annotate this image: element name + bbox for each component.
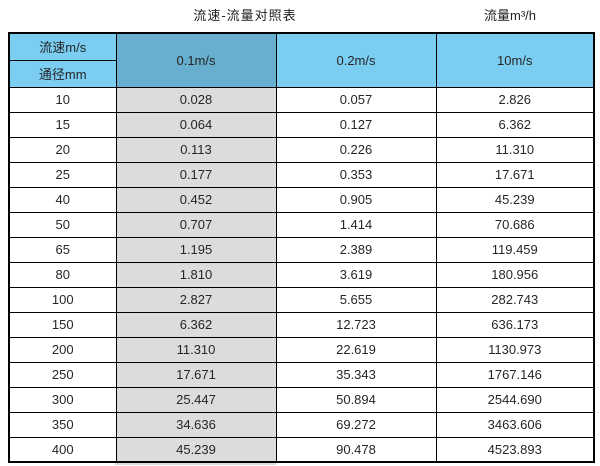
cell-flow-0-1ms: 25.447 [115,386,277,413]
cell-flow-10ms: 180.956 [435,261,595,288]
page-title: 流速-流量对照表 [193,8,297,23]
cell-diameter: 10 [8,86,117,113]
table-row: 25 0.177 0.353 17.671 [8,161,595,188]
cell-flow-0-1ms: 0.452 [115,186,277,213]
cell-flow-0-2ms: 2.389 [275,236,437,263]
table-row: 15 0.064 0.127 6.362 [8,111,595,138]
table-row: 400 45.239 90.478 4523.893 [8,436,595,463]
table-row: 50 0.707 1.414 70.686 [8,211,595,238]
cell-flow-10ms: 17.671 [435,161,595,188]
table-row: 20 0.113 0.226 11.310 [8,136,595,163]
cell-flow-0-2ms: 1.414 [275,211,437,238]
cell-flow-10ms: 11.310 [435,136,595,163]
cell-flow-0-1ms: 34.636 [115,411,277,438]
header-row-top: 流速m/s 0.1m/s 0.2m/s 10m/s [8,32,595,88]
cell-flow-10ms: 636.173 [435,311,595,338]
table-row: 250 17.671 35.343 1767.146 [8,361,595,388]
cell-flow-0-2ms: 69.272 [275,411,437,438]
cell-flow-0-1ms: 0.064 [115,111,277,138]
cell-flow-0-2ms: 50.894 [275,386,437,413]
cell-flow-10ms: 3463.606 [435,411,595,438]
table-header: 流速m/s 0.1m/s 0.2m/s 10m/s 通径mm [8,32,595,88]
cell-diameter: 200 [8,336,117,363]
cell-flow-0-1ms: 6.362 [115,311,277,338]
flow-unit-label: 流量m³/h [483,8,536,23]
cell-flow-0-2ms: 0.057 [275,86,437,113]
cell-diameter: 250 [8,361,117,388]
cell-diameter: 15 [8,111,117,138]
table-row: 300 25.447 50.894 2544.690 [8,386,595,413]
cell-flow-0-2ms: 12.723 [275,311,437,338]
table-row: 40 0.452 0.905 45.239 [8,186,595,213]
col-header-0-1ms: 0.1m/s [115,32,277,88]
cell-diameter: 100 [8,286,117,313]
cell-flow-0-2ms: 90.478 [275,436,437,463]
cell-diameter: 300 [8,386,117,413]
cell-flow-10ms: 2.826 [435,86,595,113]
cell-flow-0-2ms: 0.353 [275,161,437,188]
cell-diameter: 50 [8,211,117,238]
table-row: 100 2.827 5.655 282.743 [8,286,595,313]
header-row-bottom: 通径mm [8,59,594,88]
cell-flow-10ms: 1130.973 [435,336,595,363]
cell-diameter: 150 [8,311,117,338]
cell-diameter: 25 [8,161,117,188]
cell-diameter: 350 [8,411,117,438]
cell-flow-0-2ms: 0.226 [275,136,437,163]
cell-flow-10ms: 6.362 [435,111,595,138]
cell-flow-0-1ms: 11.310 [115,336,277,363]
cell-flow-0-2ms: 5.655 [275,286,437,313]
cell-flow-10ms: 119.459 [435,236,595,263]
table-row: 150 6.362 12.723 636.173 [8,311,595,338]
cell-flow-0-2ms: 35.343 [275,361,437,388]
cell-flow-10ms: 70.686 [435,211,595,238]
cell-flow-0-2ms: 0.905 [275,186,437,213]
col-header-10ms: 10m/s [435,32,595,88]
table-row: 65 1.195 2.389 119.459 [8,236,595,263]
cell-flow-10ms: 282.743 [435,286,595,313]
table-row: 10 0.028 0.057 2.826 [8,86,595,113]
cell-diameter: 400 [8,436,117,463]
cell-flow-0-1ms: 1.195 [115,236,277,263]
cell-flow-0-2ms: 0.127 [275,111,437,138]
cell-flow-10ms: 4523.893 [435,436,595,463]
cell-flow-0-1ms: 1.810 [115,261,277,288]
cell-flow-10ms: 2544.690 [435,386,595,413]
cell-diameter: 40 [8,186,117,213]
cell-flow-0-2ms: 3.619 [275,261,437,288]
table-row: 80 1.810 3.619 180.956 [8,261,595,288]
cell-diameter: 20 [8,136,117,163]
cell-flow-10ms: 1767.146 [435,361,595,388]
corner-diameter-label: 通径mm [8,59,117,88]
cell-flow-0-1ms: 17.671 [115,361,277,388]
cell-flow-0-1ms: 2.827 [115,286,277,313]
corner-velocity-label: 流速m/s [8,32,117,61]
cell-flow-0-1ms: 0.707 [115,211,277,238]
col-header-0-2ms: 0.2m/s [275,32,437,88]
table-body: 10 0.028 0.057 2.826 15 0.064 0.127 6.36… [8,86,595,463]
velocity-flow-table: 流速m/s 0.1m/s 0.2m/s 10m/s 通径mm 10 0.028 … [8,32,595,463]
table-row: 350 34.636 69.272 3463.606 [8,411,595,438]
cell-flow-10ms: 45.239 [435,186,595,213]
cell-flow-0-1ms: 0.177 [115,161,277,188]
table-row: 200 11.310 22.619 1130.973 [8,336,595,363]
cell-flow-0-1ms: 0.028 [115,86,277,113]
cell-flow-0-2ms: 22.619 [275,336,437,363]
cell-diameter: 80 [8,261,117,288]
cell-flow-0-1ms: 45.239 [115,436,277,463]
cell-flow-0-1ms: 0.113 [115,136,277,163]
cell-diameter: 65 [8,236,117,263]
